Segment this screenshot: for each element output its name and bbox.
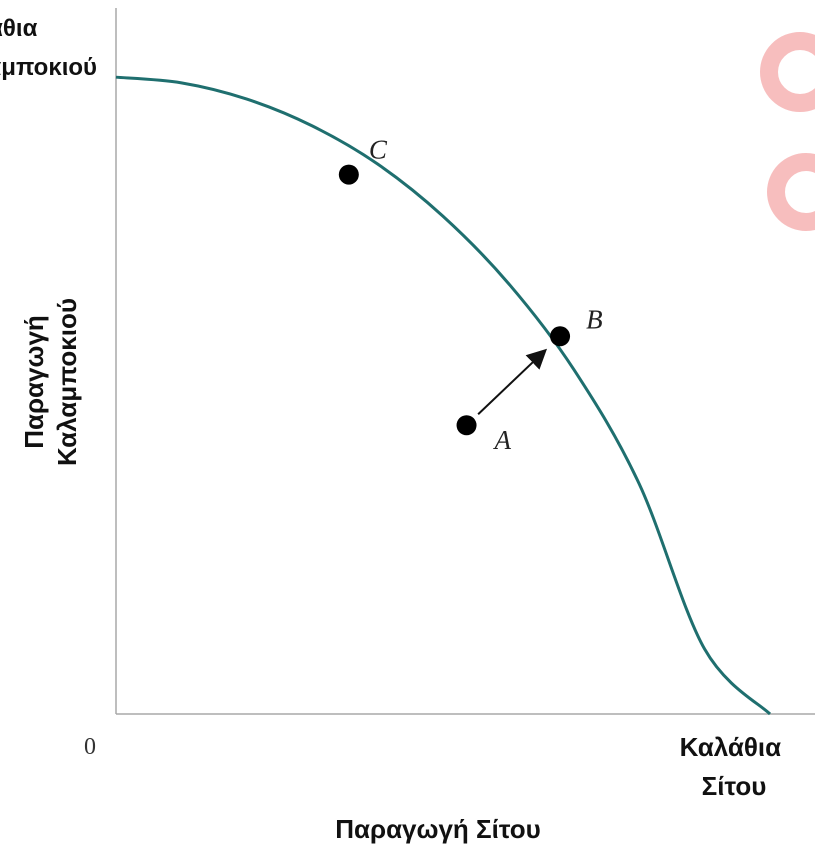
point-c [338, 164, 359, 185]
point-a [456, 415, 477, 436]
y-axis-end-label-line2: Καλαμποκιού [0, 54, 97, 81]
x-axis-label: Παραγωγή Σίτου [335, 814, 541, 844]
point-a-label: A [493, 425, 512, 455]
x-axis-end-label: Καλάθια Σίτου [680, 732, 789, 801]
y-axis-end-label-line1: Καλάθια [0, 15, 38, 42]
point-c-label: C [369, 135, 388, 165]
watermark-logo [760, 32, 815, 231]
x-axis-end-label-line1: Καλάθια [680, 732, 782, 762]
origin-label: 0 [84, 734, 96, 760]
x-axis-end-label-line2: Σίτου [702, 771, 767, 801]
arrow-a-to-b [477, 348, 548, 415]
y-axis-label-line2-r: Καλαμποκιού [52, 298, 82, 466]
point-b-label: B [586, 304, 603, 334]
y-axis-end-label: Καλάθια Καλαμποκιού [0, 15, 97, 81]
y-axis-label-line1-r: Παραγωγή [19, 315, 49, 449]
point-b [550, 326, 571, 347]
ppf-curve [115, 75, 772, 716]
